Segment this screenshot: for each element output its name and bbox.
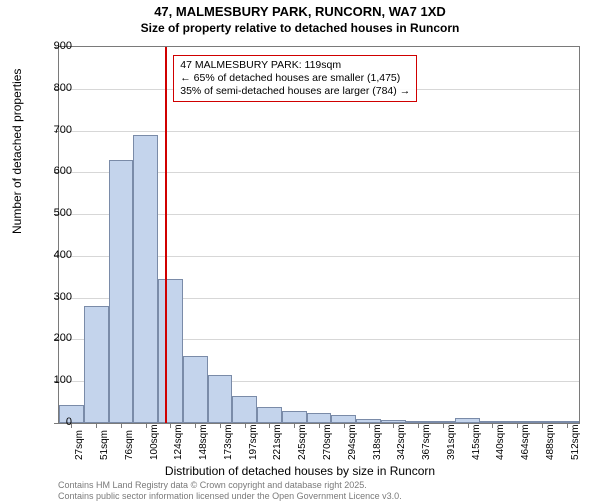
x-tick-label: 342sqm xyxy=(396,424,407,460)
x-tick-mark xyxy=(369,423,370,428)
marker-line xyxy=(165,47,167,423)
x-tick-mark xyxy=(468,423,469,428)
chart-area: 47 MALMESBURY PARK: 119sqm← 65% of detac… xyxy=(58,46,580,424)
x-tick-mark xyxy=(567,423,568,428)
x-tick-mark xyxy=(220,423,221,428)
histogram-bar xyxy=(232,396,257,423)
y-tick-label: 700 xyxy=(32,124,72,136)
x-tick-label: 148sqm xyxy=(198,424,209,460)
x-tick-mark xyxy=(245,423,246,428)
y-tick-label: 900 xyxy=(32,40,72,52)
x-tick-label: 512sqm xyxy=(570,424,581,460)
x-tick-mark xyxy=(294,423,295,428)
x-tick-label: 245sqm xyxy=(297,424,308,460)
footer-line1: Contains HM Land Registry data © Crown c… xyxy=(58,480,402,491)
x-tick-mark xyxy=(517,423,518,428)
x-tick-mark xyxy=(344,423,345,428)
x-tick-label: 415sqm xyxy=(471,424,482,460)
x-tick-mark xyxy=(195,423,196,428)
x-tick-label: 27sqm xyxy=(74,430,85,460)
x-tick-label: 440sqm xyxy=(495,424,506,460)
footer-line2: Contains public sector information licen… xyxy=(58,491,402,502)
y-tick-label: 400 xyxy=(32,249,72,261)
annotation-line: 47 MALMESBURY PARK: 119sqm xyxy=(180,59,410,72)
x-tick-label: 488sqm xyxy=(545,424,556,460)
title-main: 47, MALMESBURY PARK, RUNCORN, WA7 1XD xyxy=(0,4,600,19)
x-tick-mark xyxy=(319,423,320,428)
annotation-line: 35% of semi-detached houses are larger (… xyxy=(180,85,410,98)
y-tick-label: 200 xyxy=(32,332,72,344)
x-tick-mark xyxy=(418,423,419,428)
x-axis-label: Distribution of detached houses by size … xyxy=(0,464,600,478)
x-tick-mark xyxy=(492,423,493,428)
gridline xyxy=(59,131,579,132)
x-tick-label: 76sqm xyxy=(124,430,135,460)
histogram-bar xyxy=(84,306,109,423)
x-tick-label: 318sqm xyxy=(372,424,383,460)
y-tick-label: 800 xyxy=(32,82,72,94)
histogram-bar xyxy=(307,413,332,423)
y-tick-label: 0 xyxy=(32,416,72,428)
histogram-bar xyxy=(208,375,233,423)
x-tick-label: 124sqm xyxy=(173,424,184,460)
x-tick-label: 391sqm xyxy=(446,424,457,460)
histogram-bar xyxy=(257,407,282,423)
x-tick-label: 100sqm xyxy=(149,424,160,460)
x-tick-label: 294sqm xyxy=(347,424,358,460)
x-tick-label: 51sqm xyxy=(99,430,110,460)
histogram-bar xyxy=(158,279,183,423)
x-tick-mark xyxy=(121,423,122,428)
x-tick-label: 464sqm xyxy=(520,424,531,460)
x-tick-mark xyxy=(542,423,543,428)
annotation-line: ← 65% of detached houses are smaller (1,… xyxy=(180,72,410,85)
histogram-bar xyxy=(331,415,356,423)
x-tick-mark xyxy=(146,423,147,428)
x-tick-label: 173sqm xyxy=(223,424,234,460)
x-tick-label: 367sqm xyxy=(421,424,432,460)
histogram-bar xyxy=(109,160,134,423)
x-tick-mark xyxy=(170,423,171,428)
annotation-box: 47 MALMESBURY PARK: 119sqm← 65% of detac… xyxy=(173,55,417,102)
y-tick-label: 600 xyxy=(32,165,72,177)
plot-area: 47 MALMESBURY PARK: 119sqm← 65% of detac… xyxy=(58,46,580,424)
x-tick-mark xyxy=(443,423,444,428)
y-axis-label: Number of detached properties xyxy=(10,69,24,234)
title-sub: Size of property relative to detached ho… xyxy=(0,21,600,35)
y-tick-label: 100 xyxy=(32,374,72,386)
x-tick-label: 270sqm xyxy=(322,424,333,460)
footer-attribution: Contains HM Land Registry data © Crown c… xyxy=(58,480,402,502)
histogram-bar xyxy=(282,411,307,423)
histogram-bar xyxy=(133,135,158,423)
x-tick-mark xyxy=(393,423,394,428)
chart-titles: 47, MALMESBURY PARK, RUNCORN, WA7 1XD Si… xyxy=(0,4,600,35)
x-tick-mark xyxy=(269,423,270,428)
x-tick-label: 221sqm xyxy=(272,424,283,460)
x-tick-label: 197sqm xyxy=(248,424,259,460)
histogram-bar xyxy=(183,356,208,423)
x-tick-mark xyxy=(96,423,97,428)
y-tick-label: 500 xyxy=(32,207,72,219)
y-tick-label: 300 xyxy=(32,291,72,303)
